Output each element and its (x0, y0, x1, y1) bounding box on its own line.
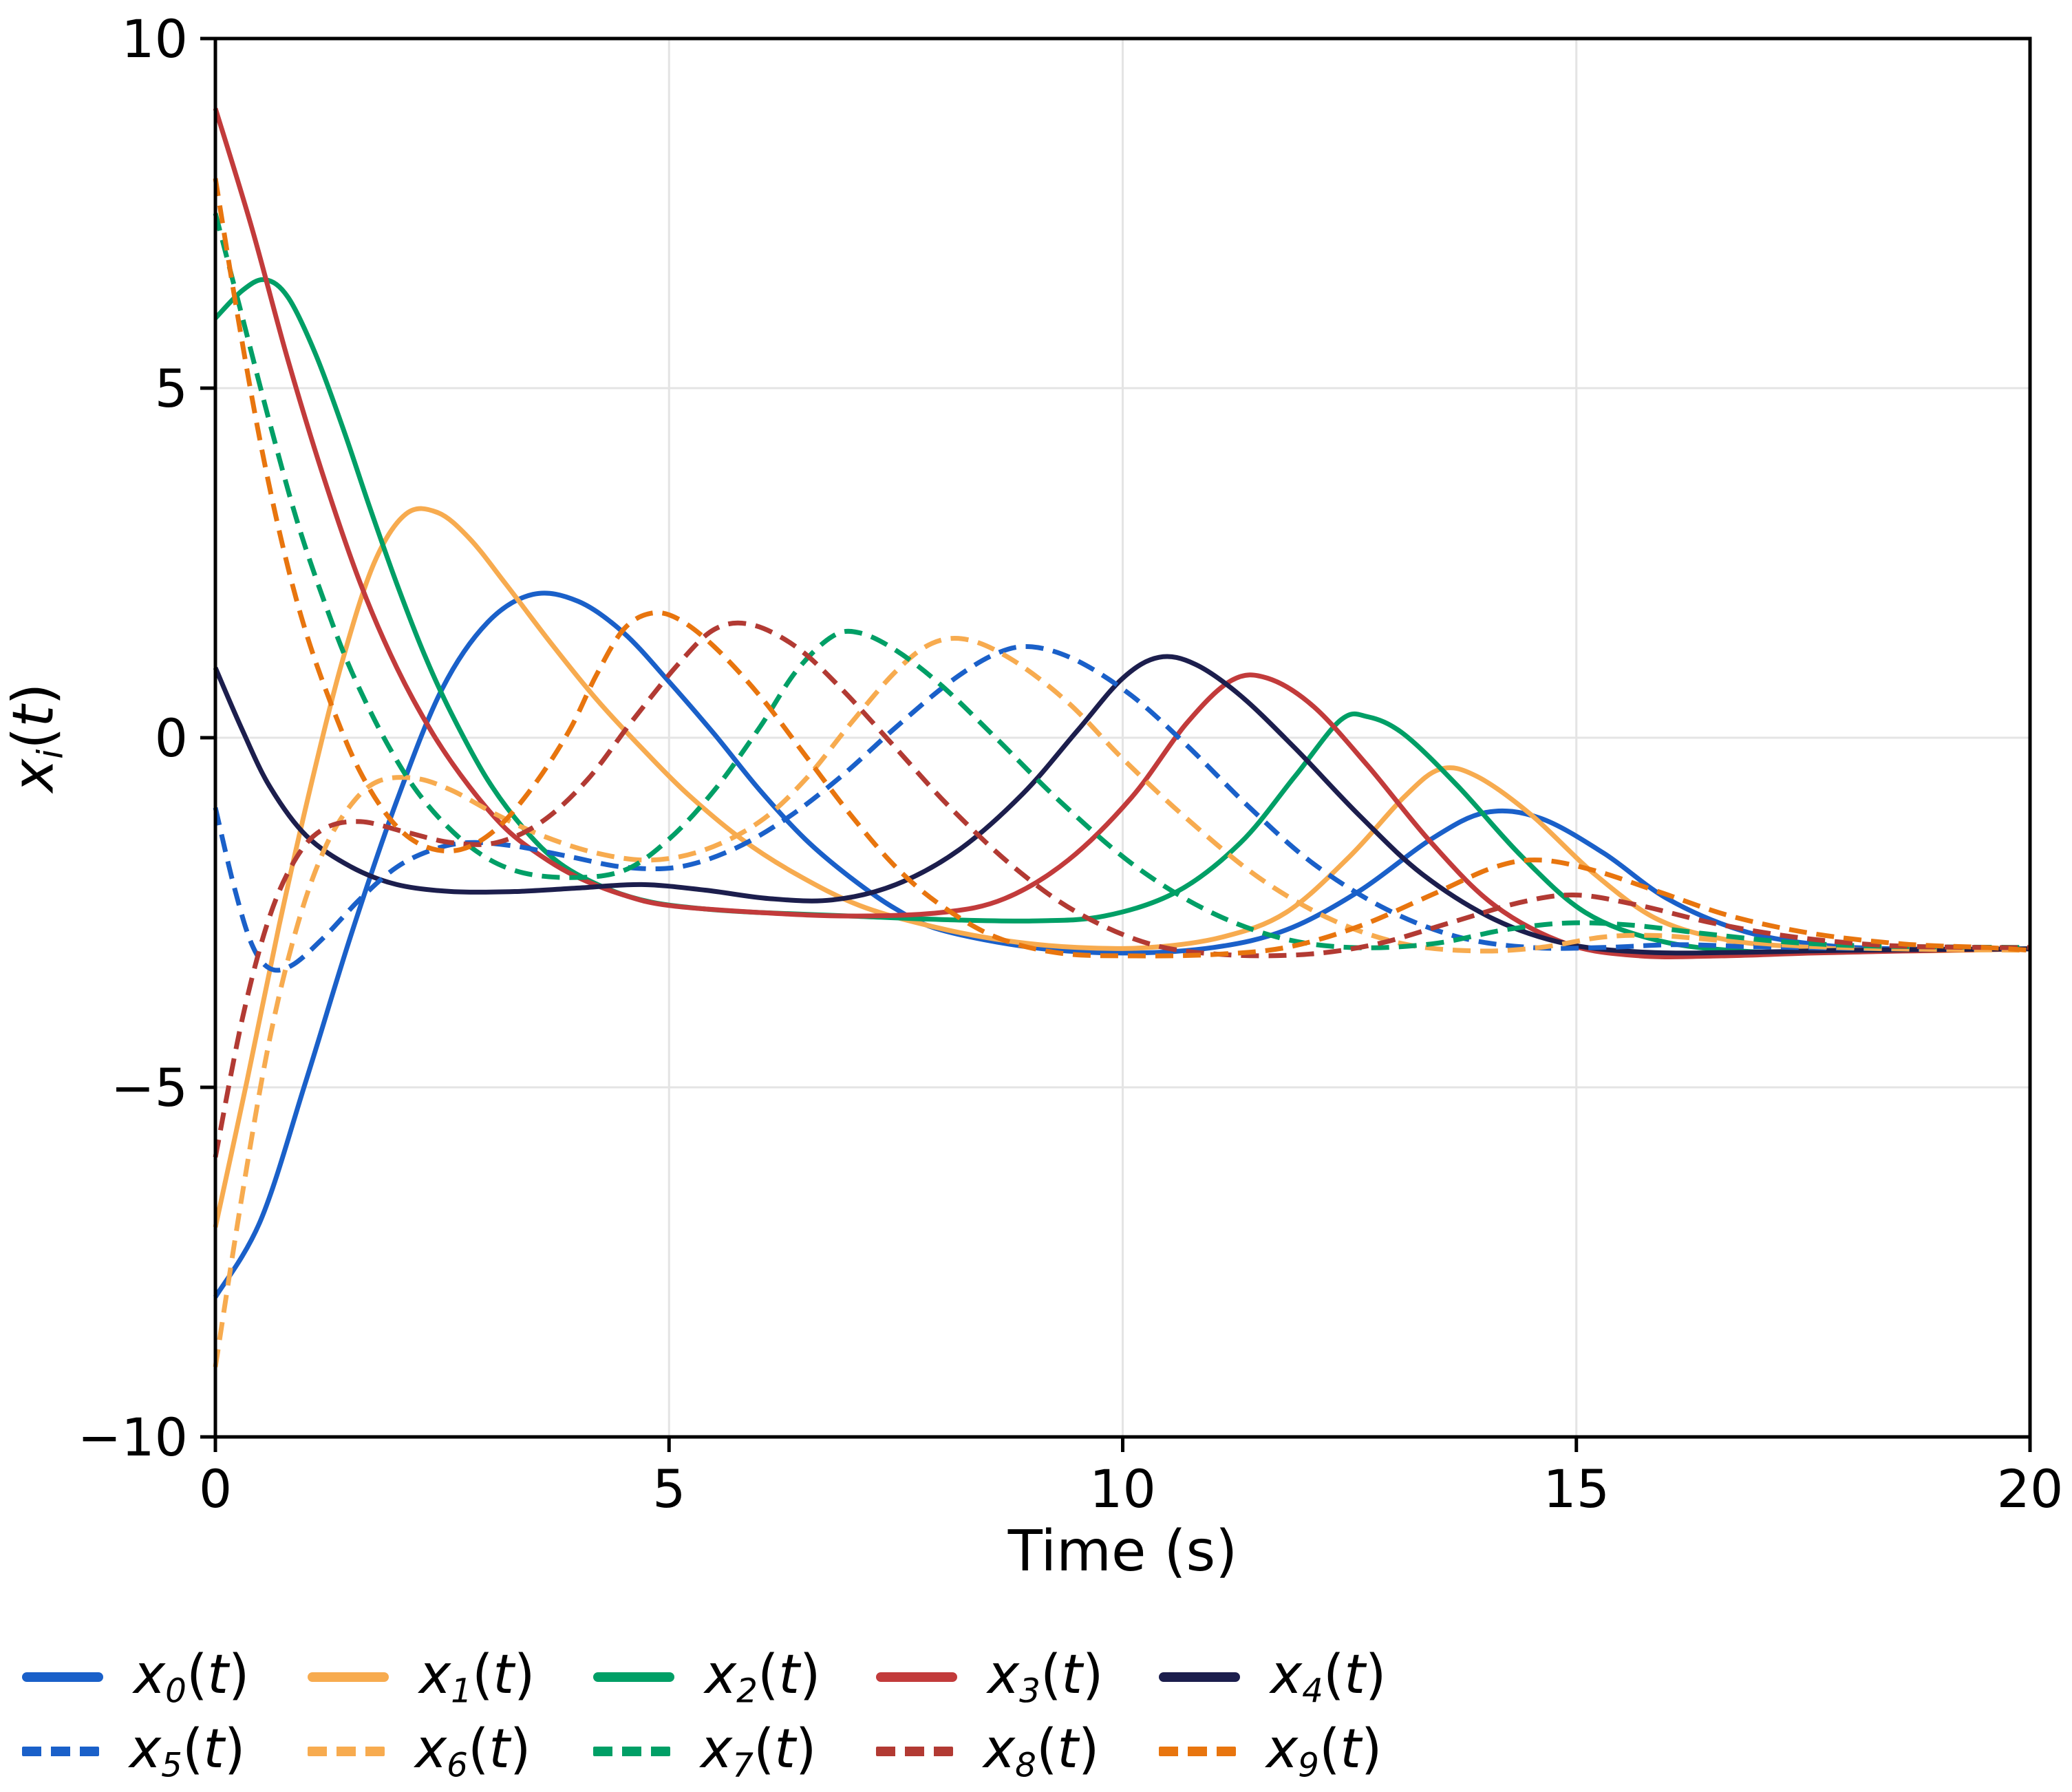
y-tick-label-5: 5 (155, 358, 188, 419)
legend-item-x1: x1(t) (308, 1639, 535, 1715)
y-axis-label-var: x (1, 758, 67, 793)
legend-swatch-x1-solid (308, 1672, 389, 1682)
legend-label-x2: x2(t) (705, 1643, 821, 1711)
y-tick-label-0: 0 (155, 707, 188, 769)
legend-item-x3: x3(t) (876, 1639, 1103, 1715)
legend-swatch-x5-dashed (22, 1747, 99, 1756)
legend-row-1: x0(t) x1(t) x2(t) x3(t) x4(t) (0, 1639, 2072, 1715)
curve-x8 (213, 620, 2031, 1158)
legend-swatch-x0-solid (22, 1672, 103, 1682)
legend-label-x3: x3(t) (987, 1643, 1104, 1711)
curve-x6 (213, 635, 2031, 1367)
curve-x7 (213, 213, 2031, 950)
y-axis-label-sub: i (30, 749, 71, 759)
legend-item-x7: x7(t) (593, 1714, 816, 1789)
x-tick-label-0: 0 (199, 1458, 232, 1519)
legend-label-x4: x4(t) (1270, 1643, 1387, 1711)
x-tick-label-5: 5 (652, 1458, 685, 1519)
legend-item-x9: x9(t) (1159, 1714, 1382, 1789)
legend-item-x5: x5(t) (22, 1714, 245, 1789)
legend-label-x0: x0(t) (133, 1643, 250, 1711)
legend-row-2: x5(t) x6(t) x7(t) x8(t) x9(t) (0, 1714, 2072, 1789)
legend-label-x9: x9(t) (1266, 1718, 1382, 1785)
legend-label-x6: x6(t) (415, 1718, 531, 1785)
legend-item-x0: x0(t) (22, 1639, 249, 1715)
legend-label-x8: x8(t) (983, 1718, 1100, 1785)
legend-label-x1: x1(t) (419, 1643, 535, 1711)
x-tick-label-10: 10 (1089, 1458, 1156, 1519)
legend-swatch-x3-solid (876, 1672, 957, 1682)
legend-item-x6: x6(t) (308, 1714, 531, 1789)
x-tick-label-15: 15 (1543, 1458, 1610, 1519)
curve-x2 (213, 277, 2031, 955)
curve-x9 (213, 178, 2031, 959)
legend-swatch-x2-solid (593, 1672, 674, 1682)
legend-item-x4: x4(t) (1159, 1639, 1386, 1715)
legend-swatch-x6-dashed (308, 1747, 385, 1756)
curve-x1 (213, 506, 2031, 1228)
y-axis-label-arg: t (1, 705, 67, 727)
y-tick-label-−5: −5 (111, 1057, 188, 1118)
legend-swatch-x9-dashed (1159, 1747, 1236, 1756)
legend-item-x2: x2(t) (593, 1639, 820, 1715)
curve-x0 (213, 590, 2031, 1299)
legend-swatch-x8-dashed (876, 1747, 953, 1756)
legend-swatch-x7-dashed (593, 1747, 670, 1756)
legend-item-x8: x8(t) (876, 1714, 1099, 1789)
y-tick-label-−10: −10 (78, 1407, 188, 1468)
legend-label-x5: x5(t) (129, 1718, 246, 1785)
legend-swatch-x4-solid (1159, 1672, 1240, 1682)
legend-label-x7: x7(t) (701, 1718, 817, 1785)
x-axis-label: Time (s) (1007, 1519, 1238, 1584)
y-axis-label: xi(t) (1, 683, 71, 793)
y-tick-label-10: 10 (121, 8, 188, 70)
x-tick-label-20: 20 (1997, 1458, 2064, 1519)
